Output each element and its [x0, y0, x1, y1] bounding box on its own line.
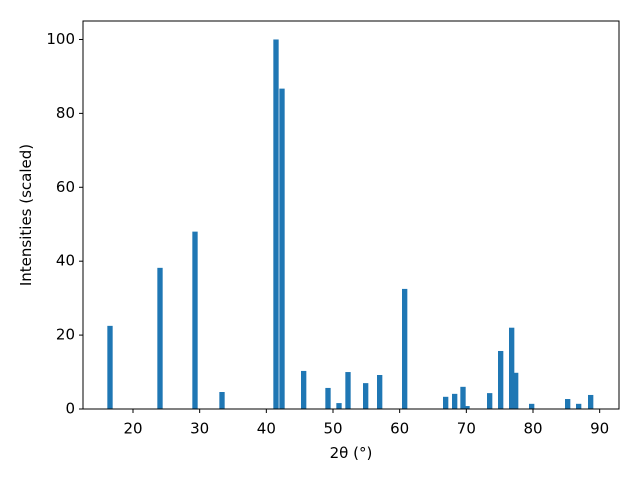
bar — [336, 403, 342, 409]
bar — [529, 403, 535, 409]
bar — [157, 267, 163, 409]
y-tick-label: 60 — [56, 178, 75, 196]
bar — [509, 327, 515, 409]
bar — [565, 399, 571, 409]
bar — [345, 372, 351, 409]
y-tick-label: 0 — [65, 400, 75, 418]
bar — [588, 394, 594, 409]
bar — [460, 386, 466, 409]
x-tick-label: 30 — [190, 420, 209, 438]
bar — [279, 88, 285, 409]
bar — [464, 406, 470, 409]
bar — [402, 288, 408, 409]
bar — [377, 375, 383, 409]
bar — [219, 392, 225, 409]
x-tick-label: 40 — [257, 420, 276, 438]
bar — [363, 383, 369, 409]
x-tick-label: 90 — [590, 420, 609, 438]
plot-frame — [82, 20, 620, 410]
bar — [513, 372, 519, 409]
x-tick-label: 80 — [523, 420, 542, 438]
bar — [273, 39, 279, 409]
y-tick-label: 20 — [56, 326, 75, 344]
x-tick-label: 60 — [390, 420, 409, 438]
y-axis-label: Intensities (scaled) — [17, 144, 35, 286]
bar — [325, 387, 331, 409]
y-tick-label: 40 — [56, 252, 75, 270]
bar — [452, 393, 458, 409]
bar — [443, 396, 449, 409]
bar — [192, 231, 198, 409]
y-tick-label: 100 — [46, 30, 75, 48]
x-axis-label: 2θ (°) — [330, 444, 373, 462]
y-tick-label: 80 — [56, 104, 75, 122]
x-tick-label: 70 — [457, 420, 476, 438]
bar — [487, 393, 493, 409]
bar — [498, 350, 504, 409]
bar — [107, 325, 113, 409]
x-tick-label: 50 — [323, 420, 342, 438]
bar — [301, 370, 307, 409]
bar — [576, 403, 582, 409]
x-tick-label: 20 — [123, 420, 142, 438]
